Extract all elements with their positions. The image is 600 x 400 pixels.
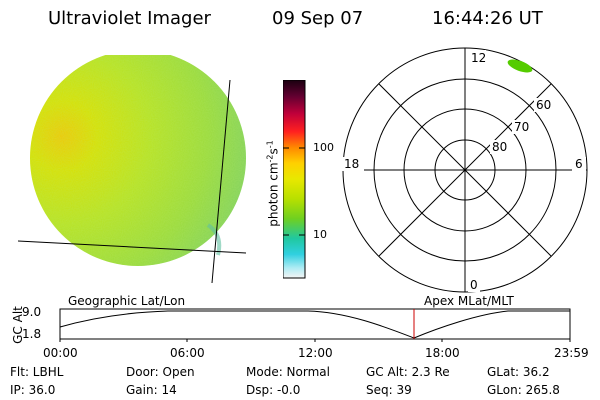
timeline-tick-3: 18:00 (425, 346, 460, 360)
lat-80-label: 80 (492, 140, 507, 154)
info-seq: Seq: 39 (366, 383, 412, 397)
instrument-title: Ultraviolet Imager (48, 8, 211, 29)
colorbar-tick-10: 10 (313, 228, 327, 241)
altitude-curve (59, 310, 570, 339)
mlt-6: 6 (575, 157, 583, 171)
mlt-0: 0 (470, 278, 478, 292)
info-glon: GLon: 265.8 (487, 383, 560, 397)
info-gc-alt: GC Alt: 2.3 Re (366, 365, 450, 379)
timeline-tick-0: 00:00 (43, 346, 78, 360)
timeline-plot (59, 308, 571, 342)
uv-disk-image (18, 55, 247, 284)
info-ip: IP: 36.0 (10, 383, 56, 397)
info-flt: Flt: LBHL (10, 365, 64, 379)
info-door: Door: Open (126, 365, 195, 379)
polar-plot: 12 18 6 0 60 70 80 (342, 47, 588, 293)
timeline-right-title: Apex MLat/MLT (424, 294, 514, 308)
lat-70-label: 70 (514, 120, 529, 134)
timeline-left-title: Geographic Lat/Lon (68, 294, 186, 308)
time-label: 16:44:26 UT (432, 8, 543, 29)
info-mode: Mode: Normal (246, 365, 330, 379)
timeline-tick-2: 12:00 (298, 346, 333, 360)
info-glat: GLat: 36.2 (487, 365, 550, 379)
mlt-18: 18 (344, 157, 359, 171)
auroral-patch (507, 59, 533, 73)
timeline-y-bottom: 1.8 (22, 327, 42, 341)
colorbar-unit-label: photon cm-2s-1 (265, 140, 281, 227)
timeline-tick-4: 23:59 (554, 346, 589, 360)
lon-line (211, 79, 231, 284)
lat-60-label: 60 (536, 98, 551, 112)
info-dsp: Dsp: -0.0 (246, 383, 301, 397)
info-gain: Gain: 14 (126, 383, 177, 397)
colorbar-tick-100: 100 (313, 141, 334, 154)
timeline-y-top: 9.0 (22, 305, 42, 319)
date-label: 09 Sep 07 (272, 8, 364, 29)
lat-line (18, 240, 247, 254)
mlt-12: 12 (471, 51, 486, 65)
colorbar (283, 80, 306, 279)
timeline-tick-1: 06:00 (170, 346, 205, 360)
